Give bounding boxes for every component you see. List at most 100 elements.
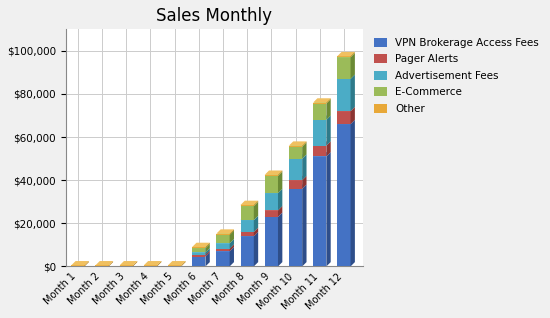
Polygon shape [240,220,254,232]
Polygon shape [254,202,258,220]
Polygon shape [168,261,185,265]
Polygon shape [85,261,89,266]
Polygon shape [265,193,278,211]
Polygon shape [278,170,282,176]
Polygon shape [265,176,278,193]
Polygon shape [119,265,133,266]
Polygon shape [192,247,206,248]
Polygon shape [350,107,355,124]
Polygon shape [302,142,306,159]
Polygon shape [265,189,282,193]
Polygon shape [313,146,326,156]
Polygon shape [144,265,157,266]
Polygon shape [192,252,206,255]
Polygon shape [192,248,210,252]
Polygon shape [278,212,282,266]
Polygon shape [278,189,282,211]
Polygon shape [265,172,282,176]
Polygon shape [289,159,302,180]
Polygon shape [337,111,350,124]
Polygon shape [278,206,282,217]
Polygon shape [72,261,89,265]
Polygon shape [313,156,326,266]
Polygon shape [302,142,306,147]
Polygon shape [240,236,254,266]
Polygon shape [337,57,350,79]
Polygon shape [157,261,162,266]
Polygon shape [216,231,234,235]
Polygon shape [289,147,302,159]
Polygon shape [265,175,278,176]
Polygon shape [289,184,306,189]
Polygon shape [240,202,258,206]
Polygon shape [216,234,230,235]
Polygon shape [192,244,210,248]
Polygon shape [337,52,355,56]
Polygon shape [254,232,258,266]
Polygon shape [192,255,206,257]
Polygon shape [192,251,210,255]
Polygon shape [216,249,230,251]
Polygon shape [230,247,234,266]
Polygon shape [289,189,302,266]
Polygon shape [206,248,210,255]
Polygon shape [302,154,306,180]
Polygon shape [119,261,138,265]
Polygon shape [265,217,278,266]
Polygon shape [109,261,113,266]
Polygon shape [240,206,254,220]
Polygon shape [289,180,302,189]
Polygon shape [216,243,230,249]
Polygon shape [216,245,234,249]
Polygon shape [168,265,182,266]
Polygon shape [326,115,331,146]
Polygon shape [350,120,355,266]
Polygon shape [133,261,138,266]
Polygon shape [337,107,355,111]
Polygon shape [216,235,230,243]
Polygon shape [313,152,331,156]
Polygon shape [230,245,234,251]
Polygon shape [289,154,306,159]
Polygon shape [72,265,85,266]
Polygon shape [206,243,210,248]
Polygon shape [313,103,326,104]
Polygon shape [326,152,331,266]
Polygon shape [206,251,210,257]
Polygon shape [254,216,258,232]
Polygon shape [289,176,306,180]
Polygon shape [192,252,210,257]
Polygon shape [216,251,230,266]
Polygon shape [326,98,331,104]
Polygon shape [302,184,306,266]
Polygon shape [265,212,282,217]
Polygon shape [289,146,302,147]
Title: Sales Monthly: Sales Monthly [156,7,272,25]
Polygon shape [182,261,185,266]
Polygon shape [313,98,331,103]
Polygon shape [216,247,234,251]
Polygon shape [313,115,331,120]
Polygon shape [254,228,258,236]
Polygon shape [265,170,282,175]
Polygon shape [313,120,326,146]
Polygon shape [302,176,306,189]
Polygon shape [289,142,306,146]
Polygon shape [337,74,355,79]
Polygon shape [240,232,254,236]
Polygon shape [350,74,355,111]
Polygon shape [95,265,109,266]
Polygon shape [230,229,234,235]
Polygon shape [337,79,350,111]
Polygon shape [192,248,206,252]
Polygon shape [216,239,234,243]
Polygon shape [337,124,350,266]
Polygon shape [144,261,162,265]
Polygon shape [326,142,331,156]
Polygon shape [326,99,331,120]
Polygon shape [192,243,210,247]
Polygon shape [216,229,234,234]
Legend: VPN Brokerage Access Fees, Pager Alerts, Advertisement Fees, E-Commerce, Other: VPN Brokerage Access Fees, Pager Alerts,… [371,34,542,117]
Polygon shape [240,228,258,232]
Polygon shape [337,53,355,57]
